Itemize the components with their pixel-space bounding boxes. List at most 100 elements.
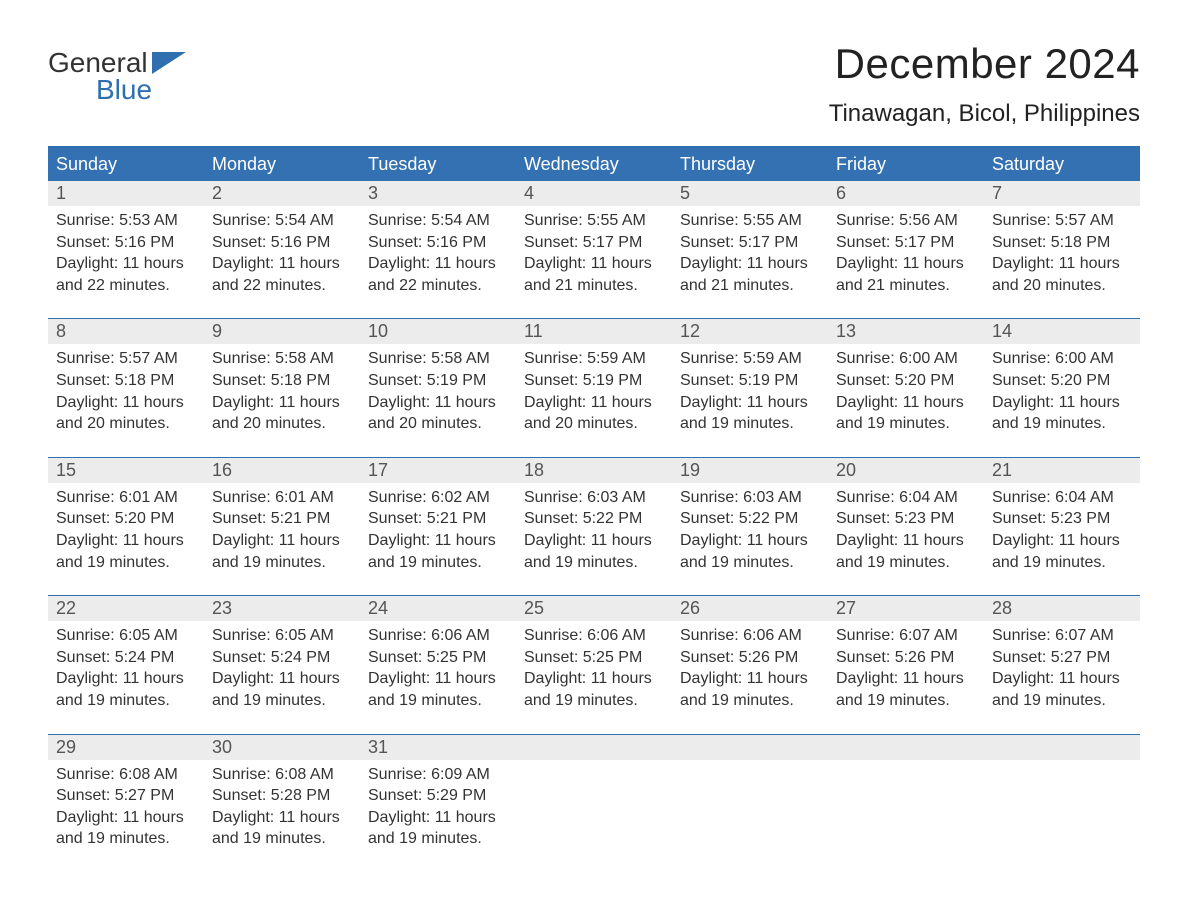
day-detail-line: Sunrise: 6:07 AM <box>992 625 1132 647</box>
calendar-week: 293031 Sunrise: 6:08 AMSunset: 5:27 PMDa… <box>48 734 1140 854</box>
date-number-cell: 21 <box>984 458 1140 483</box>
date-number-cell: 24 <box>360 596 516 621</box>
day-detail-line: Daylight: 11 hours <box>680 530 820 552</box>
day-detail-cell: Sunrise: 5:58 AMSunset: 5:19 PMDaylight:… <box>360 344 516 438</box>
day-detail-cell: Sunrise: 6:06 AMSunset: 5:25 PMDaylight:… <box>360 621 516 715</box>
day-detail-cell: Sunrise: 6:04 AMSunset: 5:23 PMDaylight:… <box>828 483 984 577</box>
day-detail-line: Sunrise: 5:53 AM <box>56 210 196 232</box>
day-detail-line: and 19 minutes. <box>212 828 352 850</box>
day-detail-line: and 20 minutes. <box>212 413 352 435</box>
day-header-sunday: Sunday <box>48 148 204 181</box>
day-detail-line: Sunset: 5:20 PM <box>836 370 976 392</box>
day-detail-cell: Sunrise: 6:07 AMSunset: 5:27 PMDaylight:… <box>984 621 1140 715</box>
day-detail-cell: Sunrise: 6:00 AMSunset: 5:20 PMDaylight:… <box>828 344 984 438</box>
day-detail-line: Sunrise: 5:57 AM <box>992 210 1132 232</box>
day-detail-line: and 19 minutes. <box>836 413 976 435</box>
day-detail-line: Sunset: 5:25 PM <box>524 647 664 669</box>
day-detail-row: Sunrise: 6:01 AMSunset: 5:20 PMDaylight:… <box>48 483 1140 577</box>
date-number-row: 293031 <box>48 735 1140 760</box>
day-detail-line: Daylight: 11 hours <box>992 392 1132 414</box>
day-detail-line: Sunrise: 6:08 AM <box>212 764 352 786</box>
day-detail-line: Sunrise: 6:08 AM <box>56 764 196 786</box>
date-number-cell: 17 <box>360 458 516 483</box>
day-detail-line: Daylight: 11 hours <box>680 392 820 414</box>
day-detail-cell: Sunrise: 5:55 AMSunset: 5:17 PMDaylight:… <box>516 206 672 300</box>
day-detail-line: Daylight: 11 hours <box>368 530 508 552</box>
day-detail-line: Sunrise: 5:55 AM <box>524 210 664 232</box>
day-detail-line: Daylight: 11 hours <box>56 392 196 414</box>
calendar-week: 1234567Sunrise: 5:53 AMSunset: 5:16 PMDa… <box>48 181 1140 300</box>
day-detail-cell: Sunrise: 5:59 AMSunset: 5:19 PMDaylight:… <box>672 344 828 438</box>
day-detail-line: and 19 minutes. <box>56 690 196 712</box>
logo-text-bottom: Blue <box>48 75 186 104</box>
day-detail-line: Sunset: 5:17 PM <box>680 232 820 254</box>
day-detail-line: Sunset: 5:26 PM <box>836 647 976 669</box>
date-number-cell: 18 <box>516 458 672 483</box>
day-detail-line: and 19 minutes. <box>56 828 196 850</box>
logo-top: General <box>48 48 186 77</box>
day-detail-line: Daylight: 11 hours <box>212 807 352 829</box>
day-detail-line: Sunrise: 6:00 AM <box>992 348 1132 370</box>
day-detail-line: Sunset: 5:20 PM <box>992 370 1132 392</box>
day-detail-line: and 19 minutes. <box>680 413 820 435</box>
day-detail-line: Sunset: 5:17 PM <box>836 232 976 254</box>
date-number-cell: 15 <box>48 458 204 483</box>
day-detail-line: Sunrise: 6:06 AM <box>368 625 508 647</box>
date-number-cell: 19 <box>672 458 828 483</box>
date-number-cell: 13 <box>828 319 984 344</box>
day-detail-line: Sunrise: 6:04 AM <box>992 487 1132 509</box>
calendar-week: 15161718192021Sunrise: 6:01 AMSunset: 5:… <box>48 457 1140 577</box>
day-detail-line: Sunset: 5:16 PM <box>212 232 352 254</box>
day-detail-line: and 19 minutes. <box>836 552 976 574</box>
day-detail-line: Sunrise: 6:03 AM <box>680 487 820 509</box>
day-detail-line: Sunset: 5:19 PM <box>680 370 820 392</box>
day-detail-line: Sunrise: 5:56 AM <box>836 210 976 232</box>
month-title: December 2024 <box>829 40 1140 88</box>
day-detail-line: Sunset: 5:24 PM <box>56 647 196 669</box>
day-detail-line: Sunrise: 5:58 AM <box>212 348 352 370</box>
date-number-cell: 2 <box>204 181 360 206</box>
day-detail-line: Sunrise: 6:09 AM <box>368 764 508 786</box>
day-detail-cell: Sunrise: 6:02 AMSunset: 5:21 PMDaylight:… <box>360 483 516 577</box>
day-detail-cell: Sunrise: 6:06 AMSunset: 5:26 PMDaylight:… <box>672 621 828 715</box>
day-detail-line: Daylight: 11 hours <box>56 668 196 690</box>
day-detail-line: Daylight: 11 hours <box>524 530 664 552</box>
day-detail-line: Sunset: 5:18 PM <box>212 370 352 392</box>
calendar-week: 891011121314Sunrise: 5:57 AMSunset: 5:18… <box>48 318 1140 438</box>
day-detail-line: Daylight: 11 hours <box>212 392 352 414</box>
day-detail-cell: Sunrise: 6:08 AMSunset: 5:28 PMDaylight:… <box>204 760 360 854</box>
date-number-cell: 3 <box>360 181 516 206</box>
day-header-tuesday: Tuesday <box>360 148 516 181</box>
day-detail-line: and 20 minutes. <box>368 413 508 435</box>
day-detail-cell: Sunrise: 6:04 AMSunset: 5:23 PMDaylight:… <box>984 483 1140 577</box>
day-detail-line: and 19 minutes. <box>836 690 976 712</box>
day-detail-line: and 22 minutes. <box>56 275 196 297</box>
day-detail-line: Sunrise: 5:57 AM <box>56 348 196 370</box>
day-detail-line: Sunrise: 6:01 AM <box>212 487 352 509</box>
day-detail-line: Sunrise: 6:02 AM <box>368 487 508 509</box>
day-detail-line: and 22 minutes. <box>212 275 352 297</box>
day-detail-line: and 19 minutes. <box>212 690 352 712</box>
day-detail-cell: Sunrise: 5:54 AMSunset: 5:16 PMDaylight:… <box>204 206 360 300</box>
day-detail-cell: Sunrise: 6:03 AMSunset: 5:22 PMDaylight:… <box>672 483 828 577</box>
day-detail-line: Daylight: 11 hours <box>524 253 664 275</box>
day-detail-line: Daylight: 11 hours <box>680 253 820 275</box>
day-detail-line: Daylight: 11 hours <box>56 530 196 552</box>
day-detail-line: Daylight: 11 hours <box>836 530 976 552</box>
day-detail-line: Daylight: 11 hours <box>992 668 1132 690</box>
day-detail-line: and 19 minutes. <box>680 552 820 574</box>
date-number-row: 22232425262728 <box>48 596 1140 621</box>
day-detail-line: Daylight: 11 hours <box>212 253 352 275</box>
header: General Blue December 2024 Tinawagan, Bi… <box>48 40 1140 138</box>
day-detail-line: Sunrise: 5:54 AM <box>368 210 508 232</box>
date-number-cell: 16 <box>204 458 360 483</box>
day-detail-cell: Sunrise: 6:07 AMSunset: 5:26 PMDaylight:… <box>828 621 984 715</box>
day-detail-line: Sunset: 5:18 PM <box>992 232 1132 254</box>
day-detail-cell: Sunrise: 5:53 AMSunset: 5:16 PMDaylight:… <box>48 206 204 300</box>
day-header-monday: Monday <box>204 148 360 181</box>
calendar: Sunday Monday Tuesday Wednesday Thursday… <box>48 146 1140 854</box>
day-detail-line: Daylight: 11 hours <box>368 253 508 275</box>
logo-flag-icon <box>152 52 186 74</box>
day-detail-line: Daylight: 11 hours <box>992 253 1132 275</box>
day-detail-cell: Sunrise: 6:05 AMSunset: 5:24 PMDaylight:… <box>48 621 204 715</box>
